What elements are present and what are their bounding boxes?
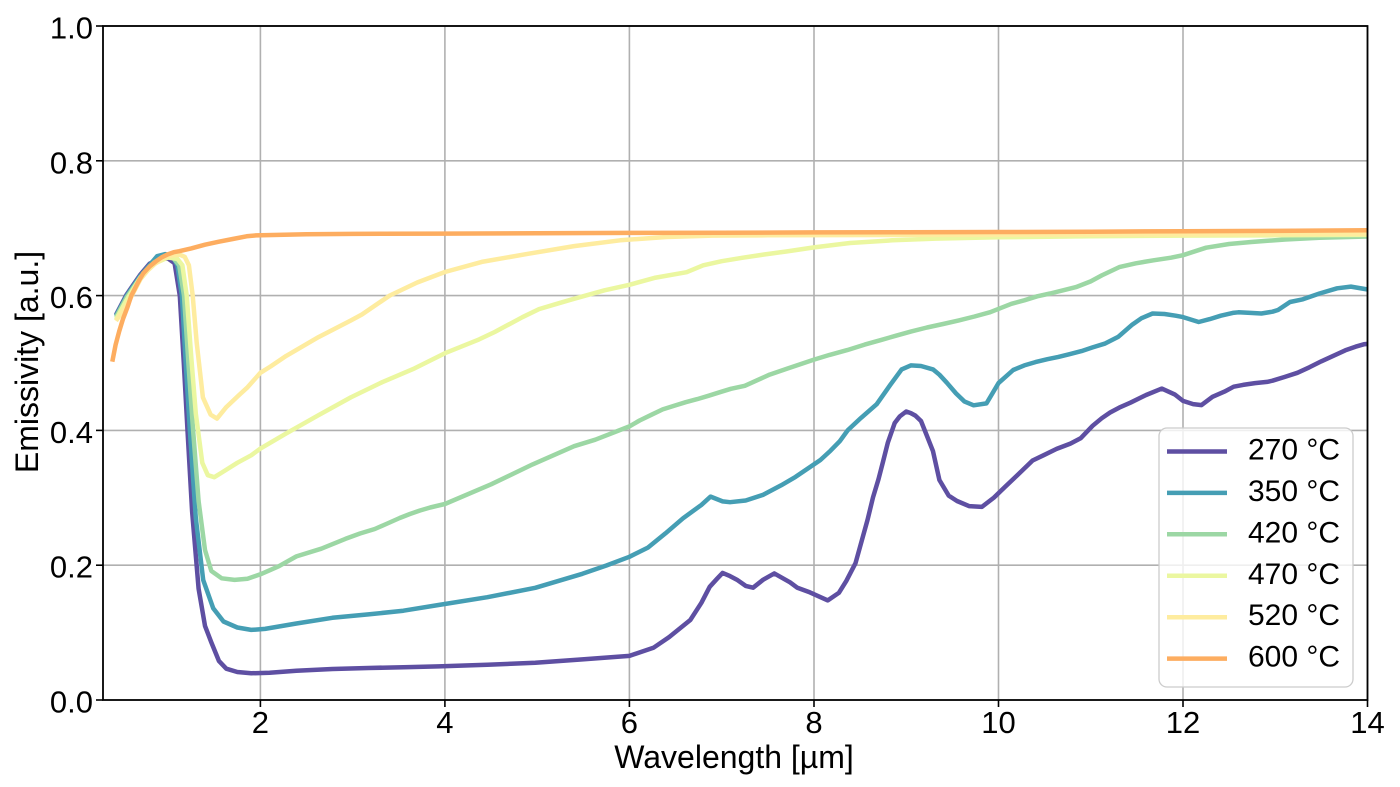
svg-text:1.0: 1.0 [50, 11, 93, 46]
svg-text:12: 12 [1166, 705, 1200, 740]
svg-text:Wavelength [µm]: Wavelength [µm] [614, 739, 854, 775]
svg-text:350 °C: 350 °C [1248, 475, 1340, 508]
svg-text:600 °C: 600 °C [1248, 641, 1340, 674]
svg-text:2: 2 [252, 705, 269, 740]
svg-text:520 °C: 520 °C [1248, 599, 1340, 632]
svg-text:8: 8 [805, 705, 822, 740]
svg-text:10: 10 [981, 705, 1015, 740]
svg-text:0.6: 0.6 [50, 280, 93, 315]
svg-text:0.2: 0.2 [50, 550, 93, 585]
svg-text:0.4: 0.4 [50, 415, 93, 450]
svg-text:6: 6 [621, 705, 638, 740]
svg-text:0.0: 0.0 [50, 685, 93, 720]
svg-text:420 °C: 420 °C [1248, 516, 1340, 549]
svg-text:Emissivity [a.u.]: Emissivity [a.u.] [9, 251, 45, 473]
svg-text:0.8: 0.8 [50, 145, 93, 180]
svg-text:470 °C: 470 °C [1248, 558, 1340, 591]
svg-text:14: 14 [1350, 705, 1384, 740]
svg-text:4: 4 [436, 705, 453, 740]
svg-text:270 °C: 270 °C [1248, 434, 1340, 467]
